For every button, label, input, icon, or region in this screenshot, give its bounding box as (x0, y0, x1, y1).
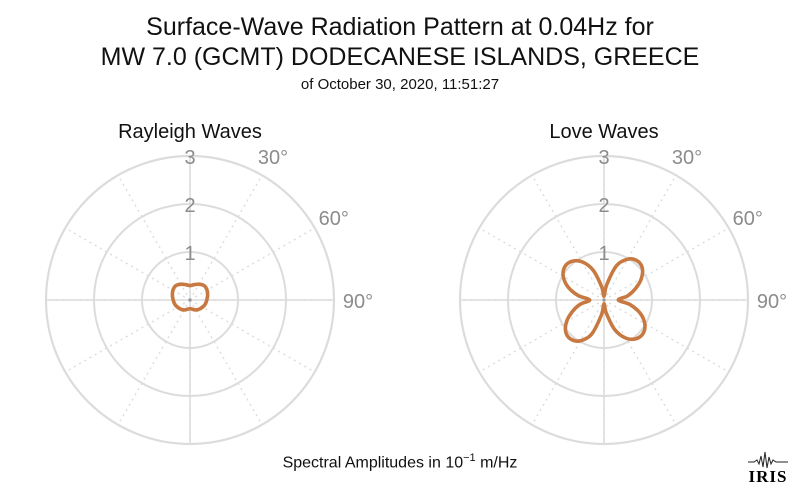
iris-logo: IRIS (748, 451, 788, 486)
radial-gridcircle (555, 251, 653, 349)
radial-gridcircle (93, 203, 287, 397)
radial-gridline (64, 227, 191, 301)
amplitude-units-label: Spectral Amplitudes in 10−1 m/Hz (0, 452, 800, 472)
radial-gridline (603, 299, 677, 426)
radial-gridline (189, 299, 316, 373)
amplitude-units-exponent: −1 (463, 452, 476, 464)
radial-gridcircle (458, 154, 750, 446)
radial-tick-label: 3 (184, 147, 195, 169)
chart-title-line-2: MW 7.0 (GCMT) DODECANESE ISLANDS, GREECE (100, 43, 700, 71)
radial-gridline (64, 299, 191, 373)
radial-gridline (603, 227, 730, 301)
angular-tick-label: 30° (258, 147, 288, 169)
chart-title: Love Waves (549, 121, 658, 143)
radial-gridline (478, 299, 605, 373)
radial-gridline (189, 174, 263, 301)
radial-gridline (531, 174, 605, 301)
radial-gridcircle (507, 203, 701, 397)
amplitude-units-base: 10 (445, 454, 464, 472)
radial-gridline (117, 299, 191, 426)
seismogram-trace-icon (748, 451, 788, 469)
radial-gridcircle (44, 154, 336, 446)
radial-gridline (189, 227, 316, 301)
radial-gridline (603, 299, 730, 373)
radiation-pattern-curve (561, 257, 647, 343)
radial-gridline (478, 227, 605, 301)
radial-gridcircle (141, 251, 239, 349)
angular-tick-label: 30° (672, 147, 702, 169)
origin-point (602, 298, 606, 302)
radial-gridline (531, 299, 605, 426)
chart-title: Rayleigh Waves (118, 121, 262, 143)
amplitude-units-prefix: Spectral Amplitudes in (282, 454, 446, 472)
radial-tick-label: 2 (184, 195, 195, 217)
radiation-pattern-curve (170, 282, 210, 312)
iris-logo-text: IRIS (749, 467, 788, 486)
amplitude-units-unit: m/Hz (475, 454, 518, 472)
radial-tick-label: 2 (598, 195, 609, 217)
radial-tick-label: 1 (598, 243, 609, 265)
chart-subtitle: of October 30, 2020, 11:51:27 (300, 76, 500, 93)
radial-tick-label: 3 (598, 147, 609, 169)
radial-gridline (189, 299, 263, 426)
origin-point (188, 298, 192, 302)
radial-tick-label: 1 (184, 243, 195, 265)
angular-tick-label: 90° (343, 291, 373, 313)
angular-tick-label: 60° (733, 208, 763, 230)
angular-tick-label: 90° (757, 291, 787, 313)
radial-gridline (117, 174, 191, 301)
angular-tick-label: 60° (319, 208, 349, 230)
chart-title-line-1: Surface-Wave Radiation Pattern at 0.04Hz… (146, 13, 654, 41)
radial-gridline (603, 174, 677, 301)
